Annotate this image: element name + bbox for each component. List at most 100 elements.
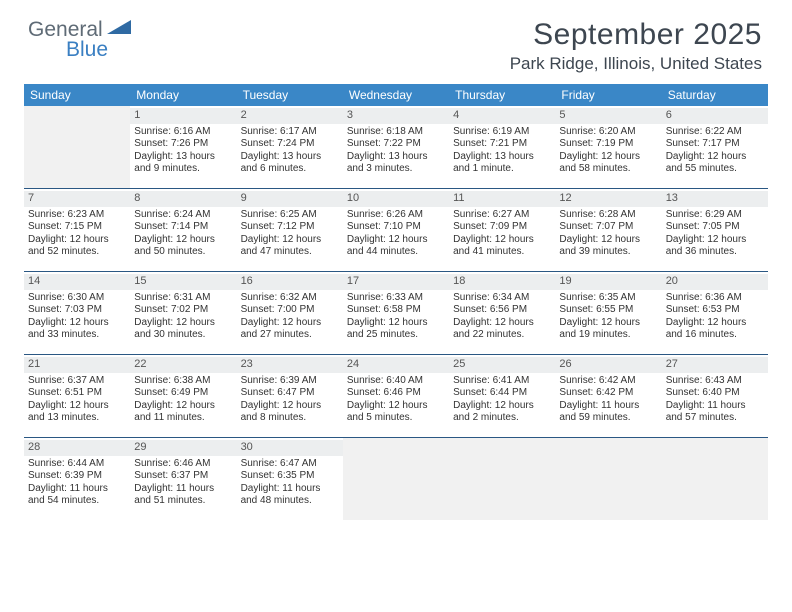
sunset-line: Sunset: 7:14 PM <box>134 221 232 234</box>
sunrise-line: Sunrise: 6:44 AM <box>28 458 126 471</box>
dow-header: Thursday <box>449 84 555 106</box>
sunrise-line: Sunrise: 6:19 AM <box>453 126 551 139</box>
sunrise-line: Sunrise: 6:24 AM <box>134 209 232 222</box>
sunset-line: Sunset: 6:58 PM <box>347 304 445 317</box>
sunrise-line: Sunrise: 6:37 AM <box>28 375 126 388</box>
calendar-cell: 14Sunrise: 6:30 AMSunset: 7:03 PMDayligh… <box>24 272 130 354</box>
calendar-week: 7Sunrise: 6:23 AMSunset: 7:15 PMDaylight… <box>24 189 768 272</box>
sunrise-line: Sunrise: 6:22 AM <box>666 126 764 139</box>
sunset-line: Sunset: 6:51 PM <box>28 387 126 400</box>
calendar-cell: 30Sunrise: 6:47 AMSunset: 6:35 PMDayligh… <box>237 438 343 520</box>
dow-header: Saturday <box>662 84 768 106</box>
daylight-line: Daylight: 13 hours and 9 minutes. <box>134 151 232 176</box>
calendar-cell: 26Sunrise: 6:42 AMSunset: 6:42 PMDayligh… <box>555 355 661 437</box>
sunset-line: Sunset: 7:02 PM <box>134 304 232 317</box>
sunset-line: Sunset: 7:24 PM <box>241 138 339 151</box>
calendar-body: 1Sunrise: 6:16 AMSunset: 7:26 PMDaylight… <box>24 106 768 520</box>
calendar-cell: 9Sunrise: 6:25 AMSunset: 7:12 PMDaylight… <box>237 189 343 271</box>
calendar-cell: 23Sunrise: 6:39 AMSunset: 6:47 PMDayligh… <box>237 355 343 437</box>
day-number: 14 <box>24 274 130 290</box>
day-number: 16 <box>237 274 343 290</box>
sunset-line: Sunset: 7:09 PM <box>453 221 551 234</box>
daylight-line: Daylight: 12 hours and 39 minutes. <box>559 234 657 259</box>
calendar-cell: 11Sunrise: 6:27 AMSunset: 7:09 PMDayligh… <box>449 189 555 271</box>
daylight-line: Daylight: 13 hours and 1 minute. <box>453 151 551 176</box>
sunrise-line: Sunrise: 6:27 AM <box>453 209 551 222</box>
day-number: 20 <box>662 274 768 290</box>
sunrise-line: Sunrise: 6:25 AM <box>241 209 339 222</box>
day-number: 2 <box>237 108 343 124</box>
sunset-line: Sunset: 6:49 PM <box>134 387 232 400</box>
daylight-line: Daylight: 12 hours and 36 minutes. <box>666 234 764 259</box>
sunrise-line: Sunrise: 6:35 AM <box>559 292 657 305</box>
calendar-cell <box>662 438 768 520</box>
daylight-line: Daylight: 12 hours and 33 minutes. <box>28 317 126 342</box>
calendar-cell: 29Sunrise: 6:46 AMSunset: 6:37 PMDayligh… <box>130 438 236 520</box>
calendar-cell: 15Sunrise: 6:31 AMSunset: 7:02 PMDayligh… <box>130 272 236 354</box>
daylight-line: Daylight: 12 hours and 50 minutes. <box>134 234 232 259</box>
sunrise-line: Sunrise: 6:40 AM <box>347 375 445 388</box>
calendar-cell: 24 Sunrise: 6:40 AMSunset: 6:46 PMDayligh… <box>343 355 449 437</box>
sunset-line: Sunset: 6:46 PM <box>347 387 445 400</box>
calendar-cell <box>555 438 661 520</box>
sunset-line: Sunset: 6:55 PM <box>559 304 657 317</box>
calendar-cell <box>24 106 130 188</box>
calendar-cell: 25Sunrise: 6:41 AMSunset: 6:44 PMDayligh… <box>449 355 555 437</box>
sunset-line: Sunset: 7:15 PM <box>28 221 126 234</box>
calendar-cell: 17Sunrise: 6:33 AMSunset: 6:58 PMDayligh… <box>343 272 449 354</box>
sunrise-line: Sunrise: 6:28 AM <box>559 209 657 222</box>
sunrise-line: Sunrise: 6:32 AM <box>241 292 339 305</box>
calendar: SundayMondayTuesdayWednesdayThursdayFrid… <box>24 84 768 520</box>
sunset-line: Sunset: 6:42 PM <box>559 387 657 400</box>
calendar-cell: 21 Sunrise: 6:37 AMSunset: 6:51 PMDayligh… <box>24 355 130 437</box>
daylight-line: Daylight: 12 hours and 13 minutes. <box>28 400 126 425</box>
sunset-line: Sunset: 7:26 PM <box>134 138 232 151</box>
sunset-line: Sunset: 6:39 PM <box>28 470 126 483</box>
sunrise-line: Sunrise: 6:41 AM <box>453 375 551 388</box>
daylight-line: Daylight: 12 hours and 58 minutes. <box>559 151 657 176</box>
day-number: 11 <box>449 191 555 207</box>
daylight-line: Daylight: 12 hours and 5 minutes. <box>347 400 445 425</box>
calendar-cell: 20Sunrise: 6:36 AMSunset: 6:53 PMDayligh… <box>662 272 768 354</box>
day-number: 26 <box>555 357 661 373</box>
day-number: 24 <box>343 357 449 373</box>
page-title: September 2025 <box>24 18 762 52</box>
daylight-line: Daylight: 12 hours and 47 minutes. <box>241 234 339 259</box>
sunset-line: Sunset: 6:53 PM <box>666 304 764 317</box>
day-number: 17 <box>343 274 449 290</box>
calendar-cell: 2Sunrise: 6:17 AMSunset: 7:24 PMDaylight… <box>237 106 343 188</box>
sunset-line: Sunset: 7:12 PM <box>241 221 339 234</box>
sunrise-line: Sunrise: 6:43 AM <box>666 375 764 388</box>
calendar-cell: 18Sunrise: 6:34 AMSunset: 6:56 PMDayligh… <box>449 272 555 354</box>
brand-word-2: Blue <box>66 38 133 62</box>
calendar-cell <box>343 438 449 520</box>
daylight-line: Daylight: 12 hours and 16 minutes. <box>666 317 764 342</box>
calendar-cell: 3Sunrise: 6:18 AMSunset: 7:22 PMDaylight… <box>343 106 449 188</box>
day-number: 12 <box>555 191 661 207</box>
day-number: 29 <box>130 440 236 456</box>
day-number: 13 <box>662 191 768 207</box>
calendar-cell <box>449 438 555 520</box>
calendar-cell: 13Sunrise: 6:29 AMSunset: 7:05 PMDayligh… <box>662 189 768 271</box>
sunrise-line: Sunrise: 6:31 AM <box>134 292 232 305</box>
sunset-line: Sunset: 7:07 PM <box>559 221 657 234</box>
daylight-line: Daylight: 12 hours and 8 minutes. <box>241 400 339 425</box>
day-number: 15 <box>130 274 236 290</box>
header: September 2025 Park Ridge, Illinois, Uni… <box>24 18 768 74</box>
page-subtitle: Park Ridge, Illinois, United States <box>24 54 762 74</box>
day-number: 23 <box>237 357 343 373</box>
sunrise-line: Sunrise: 6:16 AM <box>134 126 232 139</box>
day-number: 8 <box>130 191 236 207</box>
calendar-cell: 7Sunrise: 6:23 AMSunset: 7:15 PMDaylight… <box>24 189 130 271</box>
calendar-cell: 4Sunrise: 6:19 AMSunset: 7:21 PMDaylight… <box>449 106 555 188</box>
sunrise-line: Sunrise: 6:20 AM <box>559 126 657 139</box>
day-number: 5 <box>555 108 661 124</box>
sunset-line: Sunset: 6:47 PM <box>241 387 339 400</box>
dow-header: Sunday <box>24 84 130 106</box>
day-number: 21 <box>24 357 130 373</box>
sunset-line: Sunset: 7:00 PM <box>241 304 339 317</box>
daylight-line: Daylight: 12 hours and 22 minutes. <box>453 317 551 342</box>
day-number: 25 <box>449 357 555 373</box>
day-number: 10 <box>343 191 449 207</box>
calendar-cell: 27Sunrise: 6:43 AMSunset: 6:40 PMDayligh… <box>662 355 768 437</box>
